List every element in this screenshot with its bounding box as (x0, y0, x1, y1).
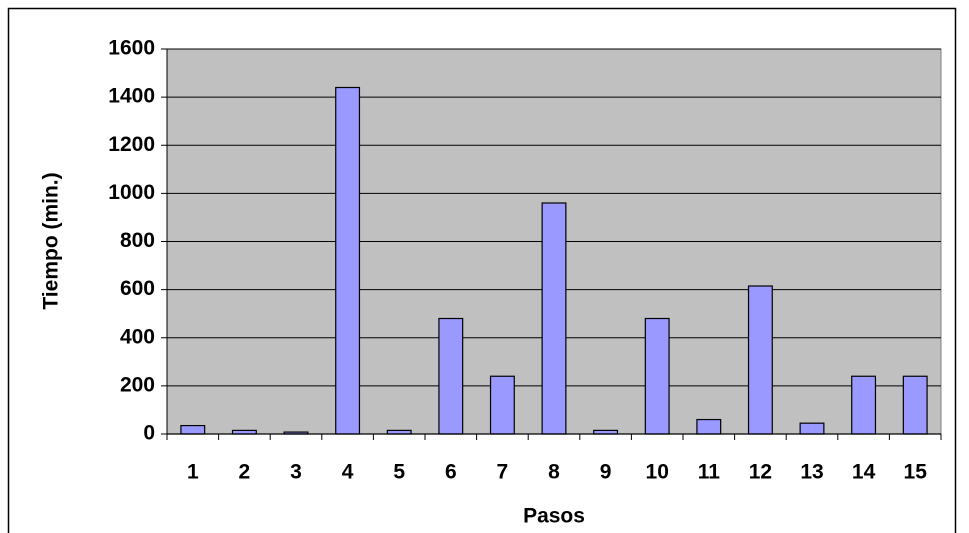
y-tick-label: 400 (120, 325, 155, 348)
x-tick-label: 3 (290, 461, 302, 484)
bar (438, 317, 464, 435)
bar (489, 375, 515, 435)
bar (799, 422, 825, 435)
y-tick-label: 1400 (108, 85, 155, 108)
y-axis-title: Tiempo (min.) (40, 172, 63, 309)
x-tick-label: 5 (393, 461, 405, 484)
bar (180, 424, 206, 435)
y-tick-label: 600 (120, 277, 155, 300)
bar (696, 418, 722, 435)
x-tick-label: 7 (497, 461, 509, 484)
x-tick-label: 11 (698, 461, 721, 484)
x-tick-label: 15 (904, 461, 928, 484)
bar (747, 285, 773, 435)
x-tick-label: 10 (646, 461, 669, 484)
y-tick-label: 1200 (108, 133, 155, 156)
bar (851, 375, 877, 435)
bar (902, 375, 928, 435)
y-tick-label: 800 (120, 229, 155, 252)
x-tick-label: 4 (342, 461, 354, 484)
x-tick-label: 1 (187, 461, 199, 484)
y-tick-label: 1600 (108, 37, 155, 60)
x-tick-label: 12 (749, 461, 772, 484)
y-tick-label: 1000 (108, 181, 155, 204)
x-axis-title: Pasos (523, 505, 585, 528)
x-tick-label: 13 (800, 461, 823, 484)
bar (644, 317, 670, 435)
y-tick-label: 0 (143, 422, 155, 445)
x-tick-label: 9 (600, 461, 612, 484)
x-tick-label: 6 (445, 461, 457, 484)
x-tick-label: 8 (548, 461, 560, 484)
x-tick-label: 2 (239, 461, 251, 484)
bar (541, 202, 567, 435)
y-tick-label: 200 (120, 373, 155, 396)
x-tick-label: 14 (852, 461, 876, 484)
bar (335, 86, 361, 435)
